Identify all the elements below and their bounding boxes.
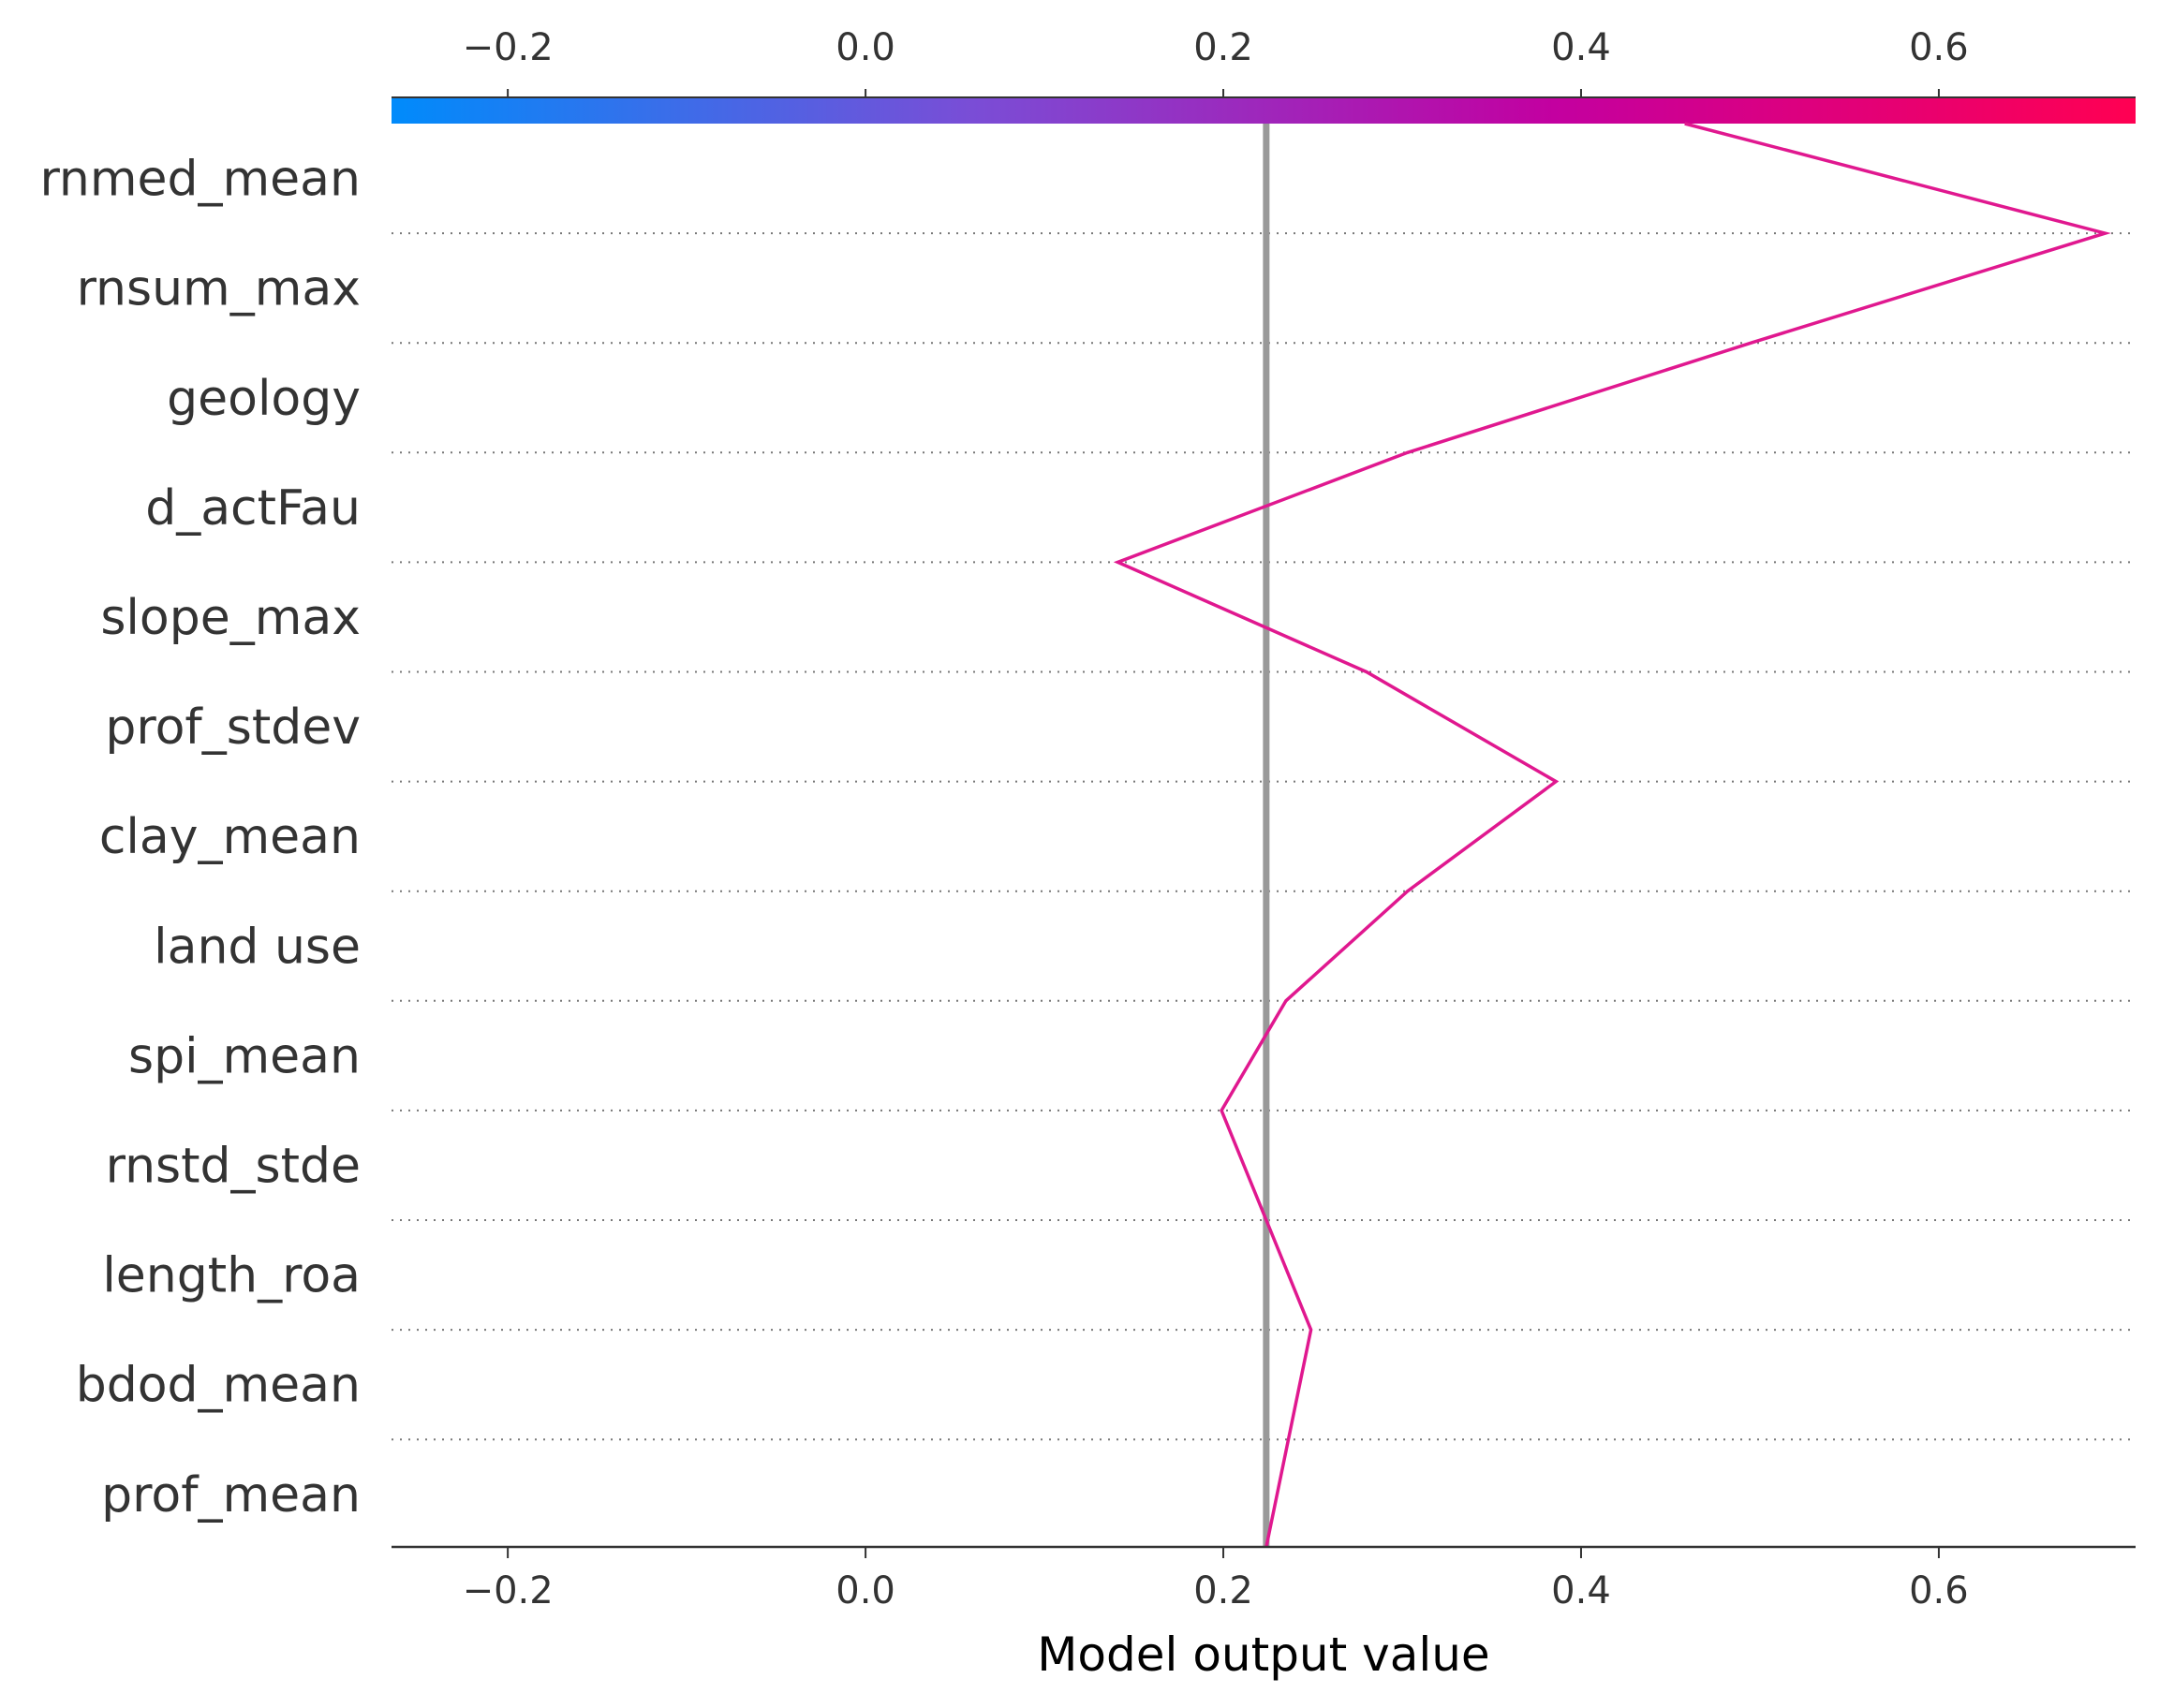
feature-label: spi_mean xyxy=(128,1028,361,1084)
bottom-axis: −0.2 0.0 0.2 0.4 0.6 xyxy=(463,1547,1969,1612)
feature-label: clay_mean xyxy=(99,809,361,865)
decision-path-line xyxy=(1113,122,2111,1548)
bottom-tick-label: −0.2 xyxy=(463,1569,554,1612)
bottom-tick-label: 0.6 xyxy=(1909,1569,1969,1612)
top-tick-label: 0.6 xyxy=(1909,26,1969,69)
feature-label: prof_stdev xyxy=(105,699,361,756)
top-tick-label: 0.0 xyxy=(836,26,895,69)
feature-label: rnsum_max xyxy=(77,261,361,317)
bottom-tick-label: 0.0 xyxy=(836,1569,895,1612)
bottom-tick-label: 0.2 xyxy=(1193,1569,1253,1612)
feature-label: bdod_mean xyxy=(76,1358,361,1414)
top-tick-label: −0.2 xyxy=(463,26,554,69)
x-axis-title: Model output value xyxy=(1037,1627,1489,1682)
bottom-tick-label: 0.4 xyxy=(1551,1569,1611,1612)
top-tick-label: 0.2 xyxy=(1193,26,1253,69)
feature-label: slope_max xyxy=(100,590,361,646)
feature-label: d_actFau xyxy=(145,480,361,537)
feature-label: rnstd_stde xyxy=(106,1138,361,1194)
colorbar xyxy=(392,97,2136,124)
feature-label: rnmed_mean xyxy=(39,152,361,208)
top-tick-label: 0.4 xyxy=(1551,26,1611,69)
top-axis: −0.2 0.0 0.2 0.4 0.6 xyxy=(463,26,1969,97)
feature-label: geology xyxy=(167,371,361,427)
feature-label: prof_mean xyxy=(101,1467,361,1524)
feature-label: land use xyxy=(154,919,361,975)
feature-label: length_roa xyxy=(102,1248,361,1304)
